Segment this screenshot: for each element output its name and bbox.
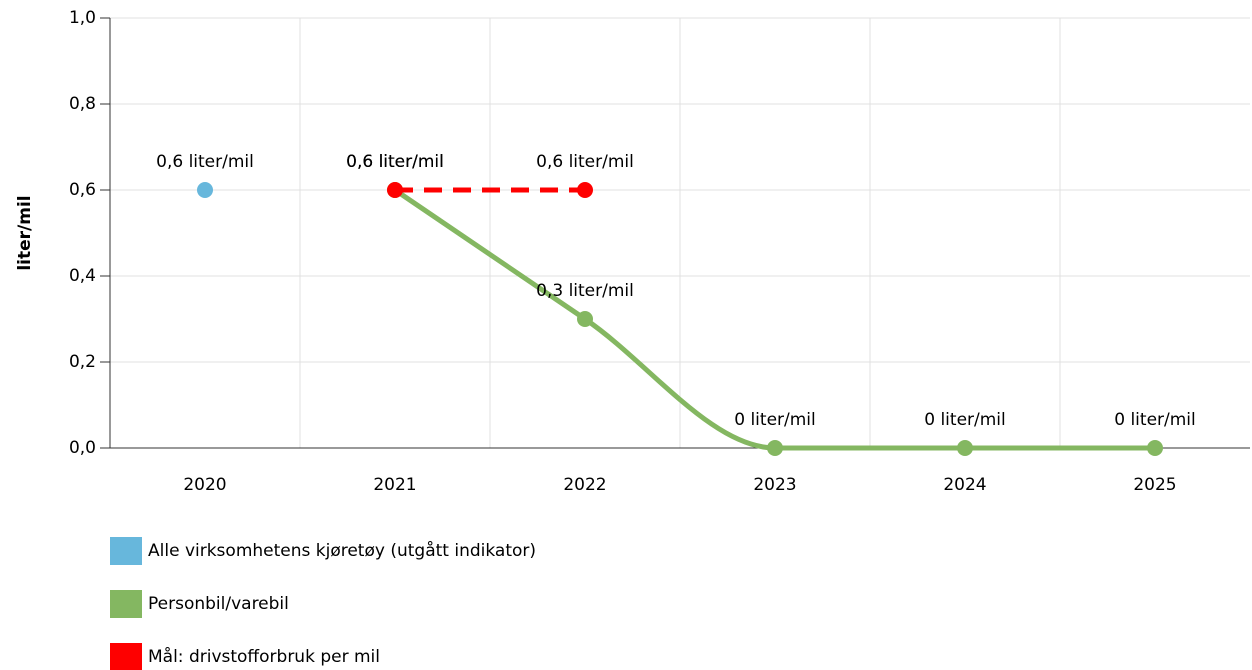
legend-swatch xyxy=(110,590,142,618)
data-label: 0,6 liter/mil xyxy=(536,152,634,172)
data-label: 0,3 liter/mil xyxy=(536,281,634,301)
legend-label: Alle virksomhetens kjøretøy (utgått indi… xyxy=(148,540,536,561)
data-label: 0 liter/mil xyxy=(734,410,816,430)
y-tick-label: 0,2 xyxy=(69,352,96,372)
data-point xyxy=(197,182,213,198)
x-tick-label: 2022 xyxy=(563,475,606,495)
y-tick-label: 0,6 xyxy=(69,180,96,200)
y-tick-label: 0,8 xyxy=(69,94,96,114)
x-tick-label: 2021 xyxy=(373,475,416,495)
legend-label: Mål: drivstofforbruk per mil xyxy=(148,646,380,667)
data-label: 0 liter/mil xyxy=(1114,410,1196,430)
data-point xyxy=(577,311,593,327)
y-tick-label: 0,4 xyxy=(69,266,96,286)
data-label: 0,6 liter/mil xyxy=(346,152,444,172)
data-label: 0 liter/mil xyxy=(924,410,1006,430)
y-axis-title: liter/mil xyxy=(15,195,35,270)
y-tick-label: 0,0 xyxy=(69,438,96,458)
legend-swatch xyxy=(110,537,142,565)
data-point xyxy=(767,440,783,456)
series-line xyxy=(393,187,1155,451)
data-label: 0,6 liter/mil xyxy=(156,152,254,172)
x-tick-label: 2024 xyxy=(943,475,986,495)
data-label: 0,6 liter/mil xyxy=(346,152,444,172)
legend-swatch xyxy=(110,643,142,670)
data-point xyxy=(1147,440,1163,456)
y-tick-label: 1,0 xyxy=(69,8,96,28)
legend-label: Personbil/varebil xyxy=(148,594,289,614)
x-tick-label: 2023 xyxy=(753,475,796,495)
x-tick-label: 2025 xyxy=(1133,475,1176,495)
x-tick-label: 2020 xyxy=(183,475,226,495)
data-point xyxy=(577,182,593,198)
data-point xyxy=(957,440,973,456)
data-point xyxy=(387,182,403,198)
